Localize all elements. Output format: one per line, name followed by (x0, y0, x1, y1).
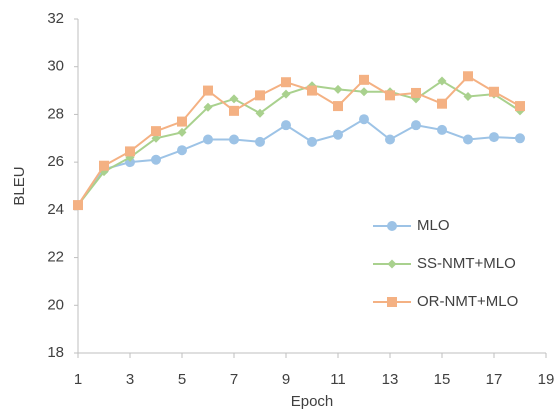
marker (411, 120, 421, 131)
marker (437, 124, 447, 135)
marker (151, 126, 161, 137)
legend-marker (387, 221, 397, 231)
x-tick-label: 19 (538, 371, 555, 388)
marker (359, 74, 369, 85)
x-tick-label: 3 (126, 371, 134, 388)
marker (307, 136, 317, 147)
marker (437, 98, 447, 109)
marker (229, 134, 239, 145)
y-axis-label: BLEU (11, 166, 28, 205)
marker (385, 90, 395, 101)
marker (203, 134, 213, 145)
marker (385, 134, 395, 145)
series-line (77, 117, 521, 206)
marker (307, 85, 317, 96)
legend-label: SS-NMT+MLO (417, 255, 516, 272)
marker (359, 114, 369, 125)
marker (515, 133, 525, 144)
y-tick-label: 30 (47, 58, 64, 75)
y-tick-label: 18 (47, 344, 64, 361)
marker (281, 89, 291, 99)
marker (255, 108, 265, 118)
marker (463, 71, 473, 82)
marker (515, 101, 525, 112)
marker (333, 84, 343, 94)
marker (333, 101, 343, 112)
series-line (77, 79, 521, 206)
marker (359, 87, 369, 97)
marker (463, 92, 473, 102)
marker (489, 132, 499, 143)
marker (151, 154, 161, 165)
marker (255, 136, 265, 147)
x-tick-label: 5 (178, 371, 186, 388)
x-tick-label: 9 (282, 371, 290, 388)
marker (73, 200, 83, 211)
marker (125, 146, 135, 157)
x-tick-label: 7 (230, 371, 238, 388)
x-tick-label: 11 (330, 371, 346, 388)
x-tick-label: 15 (434, 371, 451, 388)
legend-label: OR-NMT+MLO (417, 293, 518, 310)
y-tick-label: 20 (47, 296, 64, 313)
marker (203, 85, 213, 96)
marker (463, 134, 473, 145)
marker (229, 94, 239, 104)
marker (411, 87, 421, 98)
marker (177, 127, 187, 137)
marker (489, 86, 499, 97)
x-tick-label: 17 (486, 371, 503, 388)
marker (99, 160, 109, 171)
y-tick-label: 32 (47, 10, 64, 27)
marker (281, 77, 291, 88)
series-line (77, 74, 521, 206)
legend-marker (387, 297, 397, 307)
x-tick-label: 13 (382, 371, 399, 388)
legend-marker (387, 259, 397, 269)
marker (281, 120, 291, 131)
marker (177, 145, 187, 156)
marker (229, 105, 239, 116)
y-tick-label: 26 (47, 153, 64, 170)
marker (255, 90, 265, 101)
y-tick-label: 24 (47, 201, 64, 218)
x-axis-label: Epoch (291, 393, 334, 410)
marker (437, 76, 447, 86)
marker (203, 102, 213, 112)
marker (177, 116, 187, 127)
y-tick-label: 28 (47, 105, 64, 122)
y-tick-label: 22 (47, 249, 64, 266)
legend-label: MLO (417, 217, 450, 234)
marker (333, 129, 343, 140)
x-tick-label: 1 (74, 371, 82, 388)
